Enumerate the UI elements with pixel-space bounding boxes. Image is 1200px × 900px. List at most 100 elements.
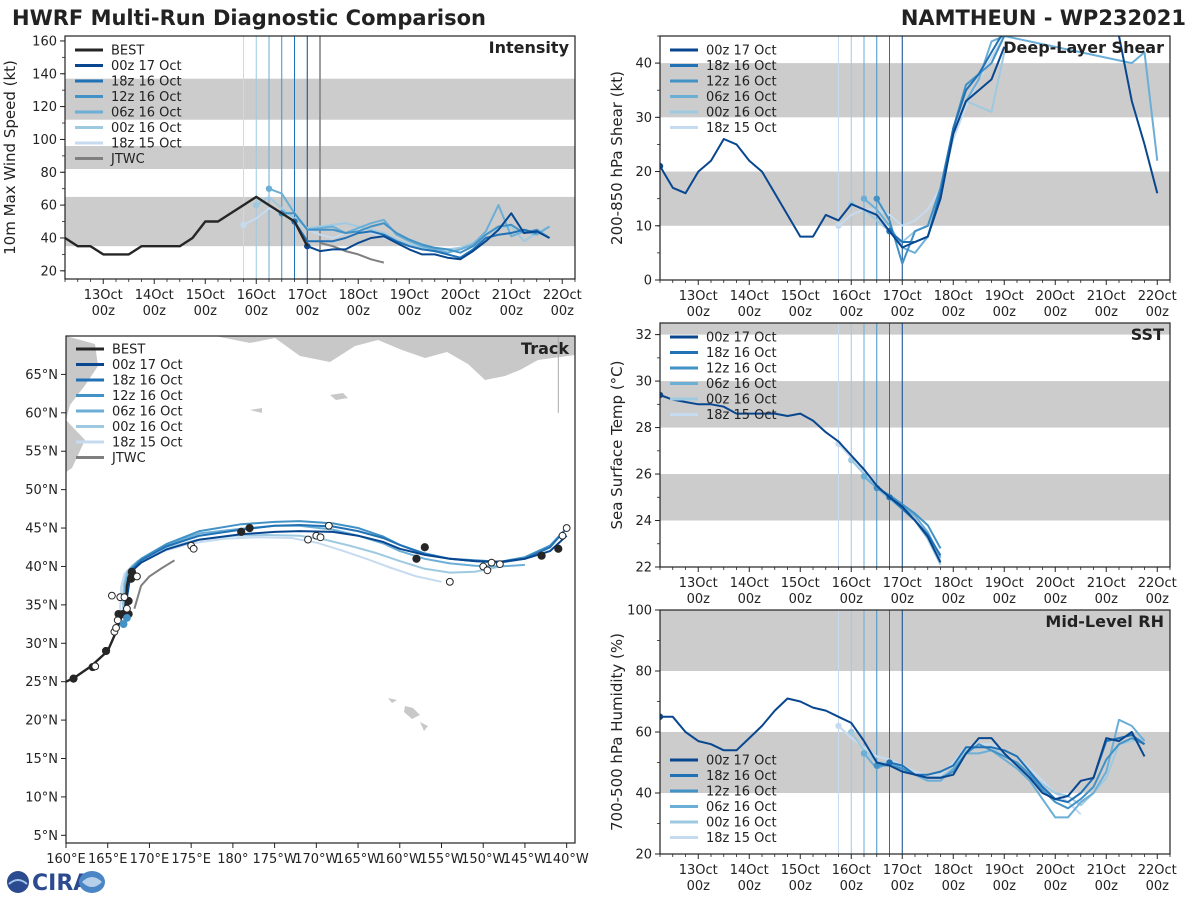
intensity-xtick-sublabel: 00z <box>296 304 320 319</box>
track-line-jtwc <box>133 559 176 609</box>
intensity-ytick-label: 100 <box>32 133 57 148</box>
shear-xtick-label: 19Oct <box>985 289 1024 304</box>
rh-xtick-label: 18Oct <box>934 863 973 878</box>
sst-xtick-label: 13Oct <box>679 576 718 591</box>
shear-ytick-label: 40 <box>635 57 652 72</box>
track-forecast-point <box>91 662 100 671</box>
track-best-point <box>537 551 546 560</box>
track-legend-label: 00z 17 Oct <box>112 358 183 373</box>
shear-xtick-label: 14Oct <box>730 289 769 304</box>
track-best-point <box>101 646 111 656</box>
shear-line-12z-16-oct <box>875 36 1006 265</box>
track-xtick-label: 140°W <box>545 852 589 867</box>
track-xtick-label: 175°W <box>253 852 297 867</box>
track-forecast-point <box>304 535 312 544</box>
track-legend-label: 06z 16 Oct <box>112 405 183 420</box>
sst-xtick-label: 21Oct <box>1087 576 1126 591</box>
shear-ytick-label: 0 <box>644 274 652 289</box>
shear-xtick-label: 20Oct <box>1036 289 1075 304</box>
intensity-legend-label: 18z 16 Oct <box>111 75 182 90</box>
siberia-coast-land <box>66 420 85 472</box>
sst-panel-title: SST <box>1131 325 1164 344</box>
panel-rh: 2040608010013Oct00z14Oct00z15Oct00z16Oct… <box>608 604 1177 895</box>
shear-line-18z-16-oct <box>888 36 1003 243</box>
shear-band-1 <box>660 63 1170 118</box>
hawaii-islands-land <box>388 698 428 731</box>
rh-xtick-sublabel: 00z <box>1146 879 1170 894</box>
track-xtick-label: 165°W <box>336 852 380 867</box>
track-forecast-point <box>558 531 567 540</box>
track-ytick-label: 40°N <box>25 560 58 575</box>
sst-xtick-label: 19Oct <box>985 576 1024 591</box>
sst-ytick-label: 30 <box>635 375 652 390</box>
shear-xtick-sublabel: 00z <box>1095 305 1119 320</box>
track-forecast-point <box>496 560 504 569</box>
rh-init-marker-00z-17-oct <box>660 713 664 720</box>
track-xtick-label: 155°W <box>419 852 463 867</box>
sst-legend-label: 00z 16 Oct <box>706 393 777 408</box>
sst-legend-label: 18z 15 Oct <box>706 408 777 423</box>
track-ytick-label: 65°N <box>25 368 58 383</box>
sst-init-marker-06z-16-oct <box>860 473 868 480</box>
rh-xtick-label: 13Oct <box>679 863 718 878</box>
sst-xtick-sublabel: 00z <box>687 592 711 607</box>
sst-legend-label: 00z 17 Oct <box>706 331 777 346</box>
intensity-xtick-label: 17Oct <box>288 288 327 303</box>
rh-xtick-label: 21Oct <box>1087 863 1126 878</box>
track-ytick-label: 35°N <box>25 598 58 613</box>
track-forecast-point <box>316 533 325 542</box>
shear-xtick-sublabel: 00z <box>993 305 1017 320</box>
rh-line-00z-17-oct <box>660 697 1146 801</box>
sst-xtick-sublabel: 00z <box>738 592 762 607</box>
shear-ylabel: 200-850 hPa Shear (kt) <box>608 71 626 245</box>
track-forecast-point <box>189 544 198 553</box>
shear-legend-label: 00z 16 Oct <box>706 106 777 121</box>
track-legend-label: 18z 15 Oct <box>112 436 183 451</box>
track-line-18z-15-oct <box>119 536 442 625</box>
track-ytick-label: 30°N <box>25 637 58 652</box>
sst-xtick-label: 17Oct <box>883 576 922 591</box>
track-legend-label: 18z 16 Oct <box>112 374 183 389</box>
intensity-ytick-label: 160 <box>32 34 57 49</box>
sst-xtick-sublabel: 00z <box>1044 592 1068 607</box>
shear-xtick-sublabel: 00z <box>789 305 813 320</box>
track-best-point <box>237 527 246 536</box>
shear-xtick-label: 15Oct <box>781 289 820 304</box>
rh-xtick-label: 19Oct <box>985 863 1024 878</box>
rh-init-marker-18z-15-oct <box>835 722 842 730</box>
intensity-xtick-sublabel: 00z <box>143 304 167 319</box>
track-panel-title: Track <box>521 339 569 358</box>
track-forecast-point <box>107 591 116 600</box>
track-ytick-label: 20°N <box>25 714 58 729</box>
sst-ytick-label: 28 <box>635 421 652 436</box>
intensity-legend-label: 06z 16 Oct <box>111 106 182 121</box>
shear-xtick-label: 22Oct <box>1138 289 1177 304</box>
track-init-point <box>123 614 131 622</box>
sst-init-marker-00z-17-oct <box>660 391 664 399</box>
rh-legend-label: 18z 15 Oct <box>706 831 777 846</box>
intensity-init-marker-18z-15-oct <box>240 221 247 229</box>
intensity-ytick-label: 20 <box>40 264 57 279</box>
panel-intensity: 2040608010012014016013Oct00z14Oct00z15Oc… <box>1 34 582 319</box>
intensity-ytick-label: 80 <box>40 166 57 181</box>
intensity-ytick-label: 40 <box>40 231 57 246</box>
track-xtick-label: 145°W <box>503 852 547 867</box>
intensity-xtick-sublabel: 00z <box>551 304 575 319</box>
track-landmass <box>66 336 575 731</box>
intensity-xtick-label: 15Oct <box>186 288 225 303</box>
track-legend-label: 12z 16 Oct <box>112 389 183 404</box>
track-forecast-point <box>112 624 120 632</box>
track-best-point <box>245 523 254 533</box>
sst-ytick-label: 32 <box>635 328 652 343</box>
track-best-point <box>420 543 429 552</box>
intensity-xtick-label: 16Oct <box>237 288 276 303</box>
intensity-xtick-label: 21Oct <box>492 288 531 303</box>
intensity-xtick-sublabel: 00z <box>245 304 269 319</box>
shear-xtick-sublabel: 00z <box>1044 305 1068 320</box>
rh-legend-label: 00z 16 Oct <box>706 816 777 831</box>
rh-xtick-sublabel: 00z <box>891 879 915 894</box>
sst-ytick-label: 24 <box>635 514 652 529</box>
track-forecast-point <box>445 577 454 586</box>
